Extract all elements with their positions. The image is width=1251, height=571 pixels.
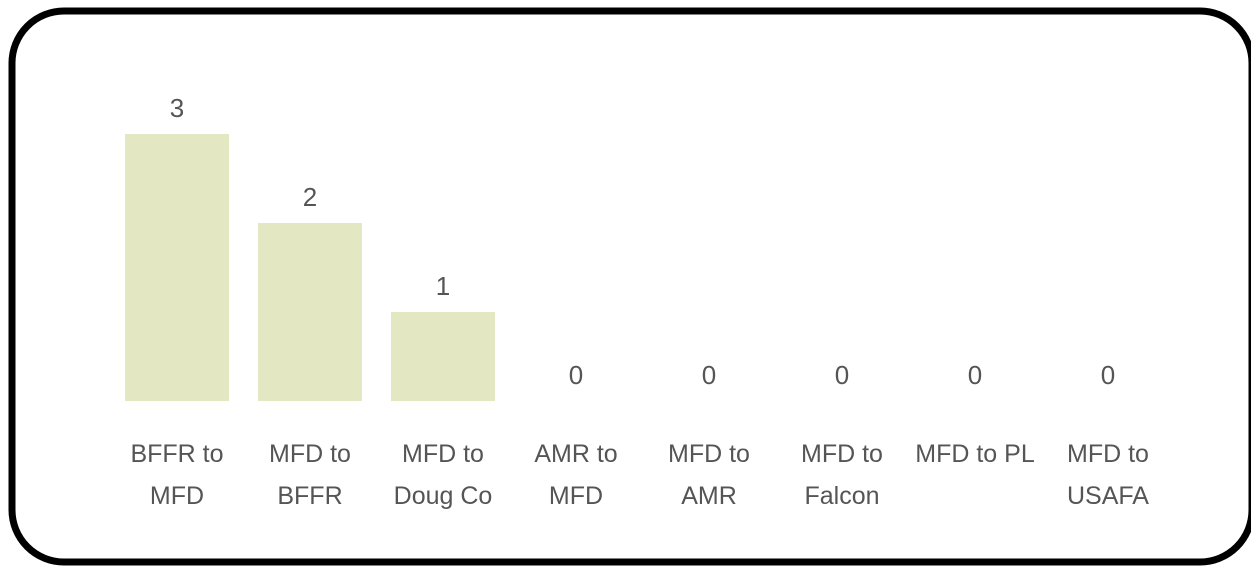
x-tick-label: BFFR to MFD xyxy=(130,440,224,510)
x-tick-label: MFD to PL xyxy=(915,440,1035,468)
x-tick-label: MFD to Doug Co xyxy=(393,440,493,510)
x-tick-label: MFD to USAFA xyxy=(1067,440,1149,510)
bar xyxy=(391,312,495,401)
value-label: 1 xyxy=(436,271,450,301)
value-label: 0 xyxy=(1101,360,1115,390)
value-label: 0 xyxy=(569,360,583,390)
value-label: 3 xyxy=(170,93,184,123)
value-label: 2 xyxy=(303,182,317,212)
card-border xyxy=(8,7,1251,566)
x-tick-label: MFD to Falcon xyxy=(801,440,883,510)
x-tick-label: MFD to AMR xyxy=(668,440,750,510)
x-tick-label: MFD to BFFR xyxy=(269,440,351,510)
value-label: 0 xyxy=(702,360,716,390)
bar xyxy=(258,223,362,401)
bar xyxy=(125,134,229,401)
value-label: 0 xyxy=(968,360,982,390)
x-tick-label: AMR to MFD xyxy=(534,440,618,510)
value-label: 0 xyxy=(835,360,849,390)
